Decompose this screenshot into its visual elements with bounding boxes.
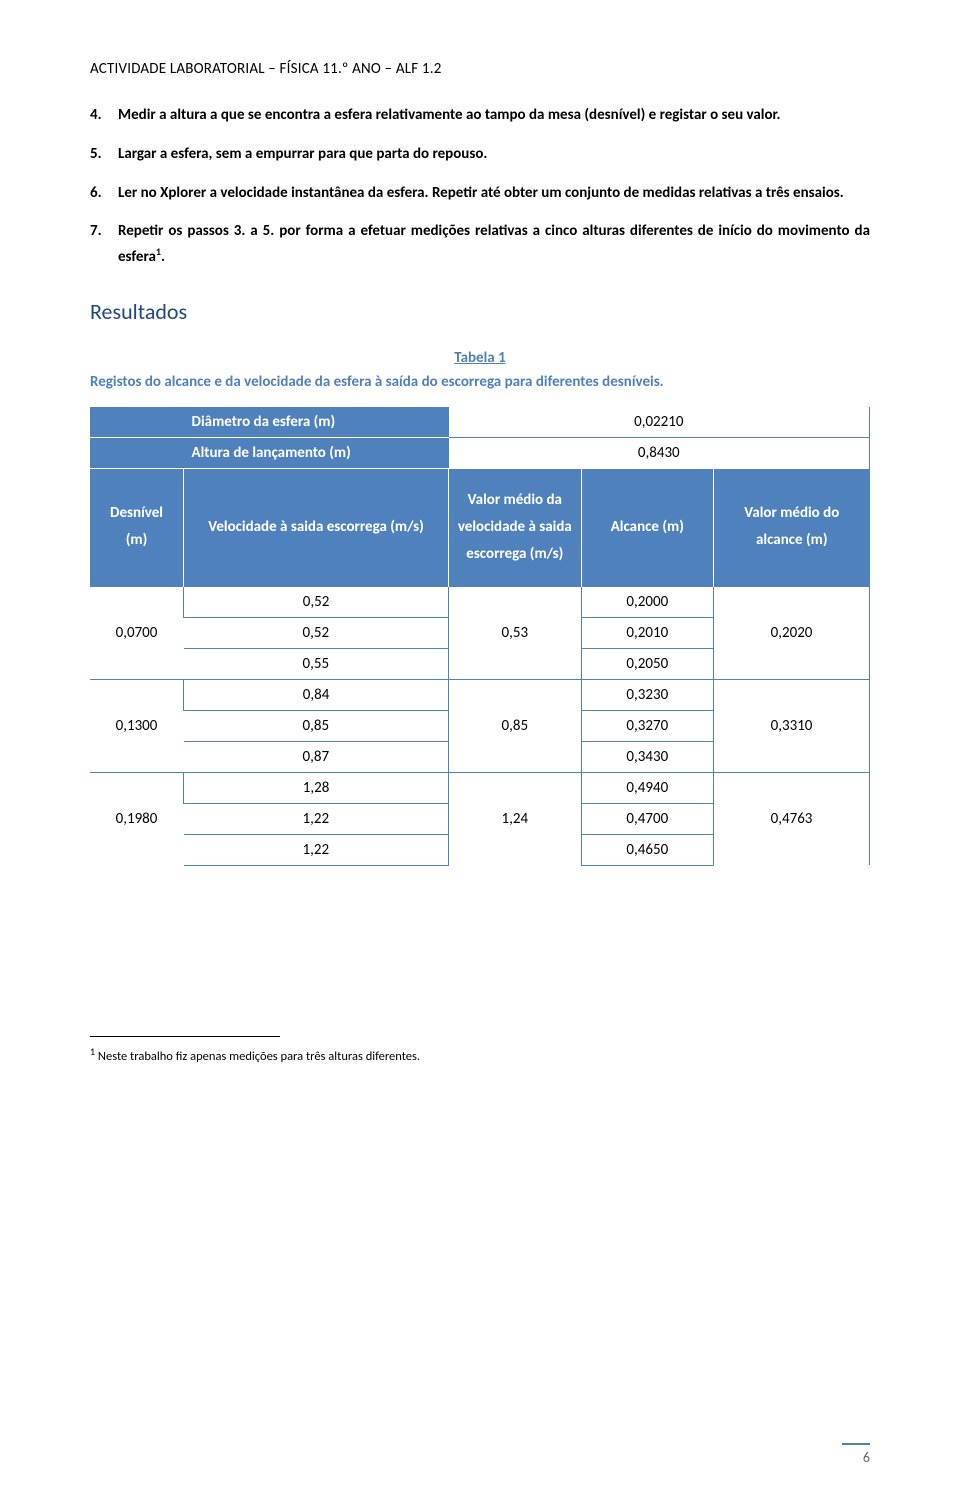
cell-velocidade: 1,22 — [184, 834, 449, 865]
page-number: 6 — [842, 1449, 870, 1466]
cell-velocidade-media: 0,53 — [449, 586, 582, 679]
footnote-text: Neste trabalho fiz apenas medições para … — [98, 1049, 420, 1064]
info-row: Diâmetro da esfera (m)0,02210 — [90, 407, 870, 438]
table-header-cell: Desnível (m) — [90, 468, 184, 586]
cell-alcance: 0,3230 — [581, 679, 714, 710]
info-label: Diâmetro da esfera (m) — [184, 407, 449, 438]
step-number: 4. — [90, 103, 102, 128]
table-row: 0,19801,281,240,49400,4763 — [90, 772, 870, 803]
footnote-rule — [90, 1036, 280, 1037]
table-header-row: Desnível (m)Velocidade à saida escorrega… — [90, 468, 870, 586]
info-label: Altura de lançamento (m) — [184, 437, 449, 468]
cell-alcance: 0,4700 — [581, 803, 714, 834]
table-row: 0,13000,840,850,32300,3310 — [90, 679, 870, 710]
table-header-cell: Velocidade à saida escorrega (m/s) — [184, 468, 449, 586]
cell-velocidade: 0,85 — [184, 710, 449, 741]
step-text: Medir a altura a que se encontra a esfer… — [118, 106, 781, 124]
cell-alcance: 0,2000 — [581, 586, 714, 617]
table-header-cell: Alcance (m) — [581, 468, 714, 586]
cell-alcance: 0,4940 — [581, 772, 714, 803]
cell-alcance: 0,2050 — [581, 648, 714, 679]
procedure-step: 7.Repetir os passos 3. a 5. por forma a … — [118, 219, 870, 270]
cell-alcance: 0,2010 — [581, 617, 714, 648]
table-row: 0,07000,520,530,20000,2020 — [90, 586, 870, 617]
info-row: Altura de lançamento (m)0,8430 — [90, 437, 870, 468]
page-footer: 6 — [842, 1443, 870, 1466]
step-text: Largar a esfera, sem a empurrar para que… — [118, 145, 487, 163]
footnote-marker: 1 — [90, 1045, 95, 1058]
cell-alcance: 0,4650 — [581, 834, 714, 865]
cell-desnivel: 0,0700 — [90, 586, 184, 679]
cell-velocidade: 1,22 — [184, 803, 449, 834]
page-footer-rule — [842, 1443, 870, 1445]
procedure-steps: 4. Medir a altura a que se encontra a esf… — [90, 103, 870, 270]
step-number: 7. — [90, 219, 102, 244]
table-label: Tabela 1 — [90, 349, 870, 367]
step-number: 5. — [90, 142, 102, 167]
cell-velocidade: 1,28 — [184, 772, 449, 803]
cell-velocidade-media: 1,24 — [449, 772, 582, 865]
cell-alcance: 0,3430 — [581, 741, 714, 772]
results-table-body: Diâmetro da esfera (m)0,02210Altura de l… — [90, 407, 870, 866]
footnote: 1 Neste trabalho fiz apenas medições par… — [90, 1045, 870, 1066]
cell-velocidade-media: 0,85 — [449, 679, 582, 772]
procedure-step: 5.Largar a esfera, sem a empurrar para q… — [118, 142, 870, 167]
info-spacer — [90, 437, 184, 468]
cell-alcance-medio: 0,4763 — [714, 772, 870, 865]
info-value: 0,8430 — [449, 437, 870, 468]
resultados-heading: Resultados — [90, 298, 870, 325]
table-caption: Registos do alcance e da velocidade da e… — [90, 373, 870, 391]
table-header-cell: Valor médio do alcance (m) — [714, 468, 870, 586]
info-value: 0,02210 — [449, 407, 870, 438]
info-spacer — [90, 407, 184, 438]
step-text: Ler no Xplorer a velocidade instantânea … — [118, 184, 844, 202]
cell-velocidade: 0,52 — [184, 617, 449, 648]
step-text: Repetir os passos 3. a 5. por forma a ef… — [118, 222, 870, 266]
cell-velocidade: 0,84 — [184, 679, 449, 710]
procedure-step: 4.Medir a altura a que se encontra a esf… — [118, 103, 870, 128]
step-number: 6. — [90, 181, 102, 206]
cell-velocidade: 0,52 — [184, 586, 449, 617]
cell-alcance-medio: 0,3310 — [714, 679, 870, 772]
cell-desnivel: 0,1300 — [90, 679, 184, 772]
table-header-cell: Valor médio da velocidade à saida escorr… — [449, 468, 582, 586]
cell-alcance-medio: 0,2020 — [714, 586, 870, 679]
cell-velocidade: 0,87 — [184, 741, 449, 772]
procedure-step: 6.Ler no Xplorer a velocidade instantâne… — [118, 181, 870, 206]
cell-desnivel: 0,1980 — [90, 772, 184, 865]
cell-velocidade: 0,55 — [184, 648, 449, 679]
cell-alcance: 0,3270 — [581, 710, 714, 741]
doc-header: ACTIVIDADE LABORATORIAL – FÍSICA 11.º AN… — [90, 60, 870, 78]
results-table: Diâmetro da esfera (m)0,02210Altura de l… — [90, 407, 870, 866]
